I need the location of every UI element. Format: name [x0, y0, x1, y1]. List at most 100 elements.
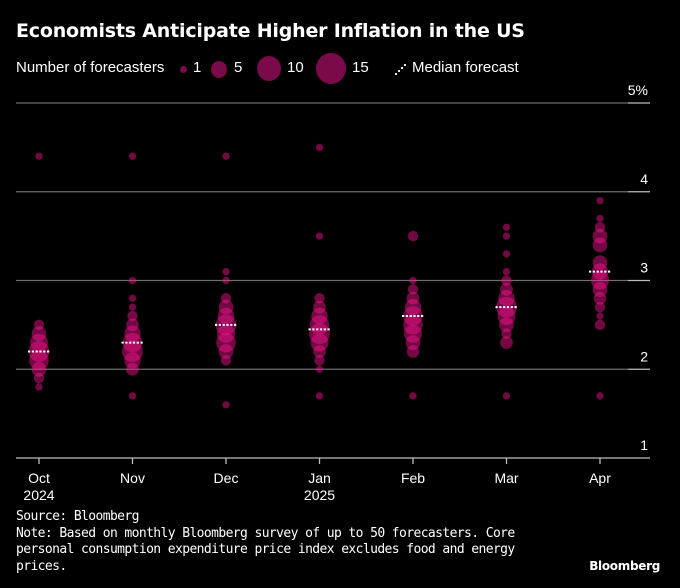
x-tick-year-label: 2024 [23, 487, 54, 503]
forecast-dot [128, 303, 137, 311]
footer: Source: Bloomberg Note: Based on monthly… [16, 509, 536, 575]
forecast-dot [497, 306, 516, 326]
legend-size-5-label: 5 [234, 59, 243, 76]
forecast-dot [128, 276, 137, 285]
forecast-dot [502, 232, 511, 240]
forecast-dot [31, 361, 47, 377]
legend-size-10-label: 10 [287, 59, 304, 76]
y-tick-label: 2 [640, 348, 648, 364]
y-tick-label: 3 [640, 260, 648, 276]
forecast-dot [127, 310, 138, 322]
forecast-dot [33, 319, 45, 331]
forecast-dot [33, 372, 45, 384]
x-tick-label: Oct [28, 470, 50, 486]
forecast-dot [592, 237, 608, 253]
y-tick-label: 4 [640, 171, 648, 187]
forecast-dot [122, 332, 143, 353]
x-tick-label: Nov [120, 470, 145, 486]
forecast-dot [594, 301, 606, 313]
forecast-dot [502, 267, 511, 276]
y-tick-label: 1 [640, 437, 648, 453]
forecast-dot [592, 228, 608, 244]
legend-size-label: Number of forecasters [16, 59, 165, 76]
forecast-dot [216, 332, 236, 353]
bloomberg-logo: Bloomberg [589, 559, 660, 573]
forecast-dot [407, 284, 419, 295]
forecast-dot [222, 401, 230, 409]
forecast-dot [502, 250, 511, 258]
forecast-dot [502, 392, 511, 400]
chart-title: Economists Anticipate Higher Inflation i… [16, 20, 525, 42]
forecast-dot [407, 230, 419, 242]
forecast-dot [128, 152, 137, 160]
forecast-dot [128, 392, 137, 400]
forecast-dot [315, 392, 324, 400]
legend-circle-1 [180, 66, 187, 73]
forecast-dot [126, 318, 139, 332]
forecast-dot [596, 392, 604, 400]
forecast-dot [218, 344, 234, 359]
legend: Number of forecasters 1 5 10 15 Median f… [16, 53, 636, 84]
forecast-dot [217, 307, 235, 325]
forecast-dot [591, 263, 609, 280]
forecast-dot [311, 307, 328, 325]
forecast-dot [594, 222, 606, 233]
legend-size-1-label: 1 [193, 59, 202, 76]
forecast-dot [222, 276, 230, 285]
legend-circle-5 [211, 61, 227, 78]
note-line-3: prices. [16, 558, 67, 574]
x-tick-label: Dec [214, 470, 239, 486]
forecast-dot [28, 341, 50, 362]
legend-circle-15 [316, 53, 346, 84]
forecast-dot [596, 196, 604, 205]
legend-circle-10 [257, 56, 281, 81]
forecast-dot [404, 298, 422, 316]
forecast-dot [409, 276, 417, 285]
note-line-1: Note: Based on monthly Bloomberg survey … [16, 525, 515, 541]
forecast-dot [222, 267, 230, 276]
forecast-dot [403, 315, 423, 335]
forecast-dot [220, 355, 232, 366]
forecast-dot [498, 290, 515, 307]
source-text: Source: Bloomberg [16, 509, 139, 524]
y-tick-label: 5% [628, 82, 648, 98]
forecast-dot [215, 314, 237, 336]
x-tick-label: Feb [401, 470, 425, 486]
forecast-dot [128, 294, 137, 302]
forecast-dot [403, 306, 423, 326]
forecast-dot [313, 300, 326, 314]
forecast-dot [314, 293, 325, 304]
forecast-dot [592, 282, 608, 297]
forecast-dot [216, 324, 236, 343]
forecast-dot [315, 232, 324, 240]
forecast-dot [220, 293, 232, 304]
forecast-dot [124, 352, 141, 369]
forecast-dot [594, 319, 606, 331]
forecast-dot [502, 223, 511, 231]
forecast-dot [122, 341, 143, 362]
forecast-dot [126, 362, 139, 376]
forecast-dot [596, 312, 604, 320]
forecast-dot [403, 324, 423, 343]
forecast-dot [222, 152, 230, 160]
forecast-dot [405, 335, 421, 350]
median-forecast-icon [394, 63, 407, 76]
forecast-dot [499, 317, 514, 333]
forecast-dot [406, 345, 420, 358]
x-tick-label: Apr [589, 470, 611, 486]
x-tick-label: Jan [308, 470, 331, 486]
forecast-dot [310, 333, 329, 352]
forecast-dot [35, 383, 43, 391]
forecast-dot [590, 271, 610, 290]
forecast-dot [596, 214, 604, 223]
forecast-dot [29, 350, 49, 371]
forecast-dot [593, 291, 607, 305]
forecast-dot [501, 328, 512, 339]
forecast-dot [592, 255, 608, 271]
forecast-dot [314, 355, 325, 366]
forecast-dot [31, 326, 47, 342]
note-line-2: personal consumption expenditure price i… [16, 542, 515, 557]
forecast-dot [315, 365, 324, 373]
forecast-dot [406, 291, 420, 305]
